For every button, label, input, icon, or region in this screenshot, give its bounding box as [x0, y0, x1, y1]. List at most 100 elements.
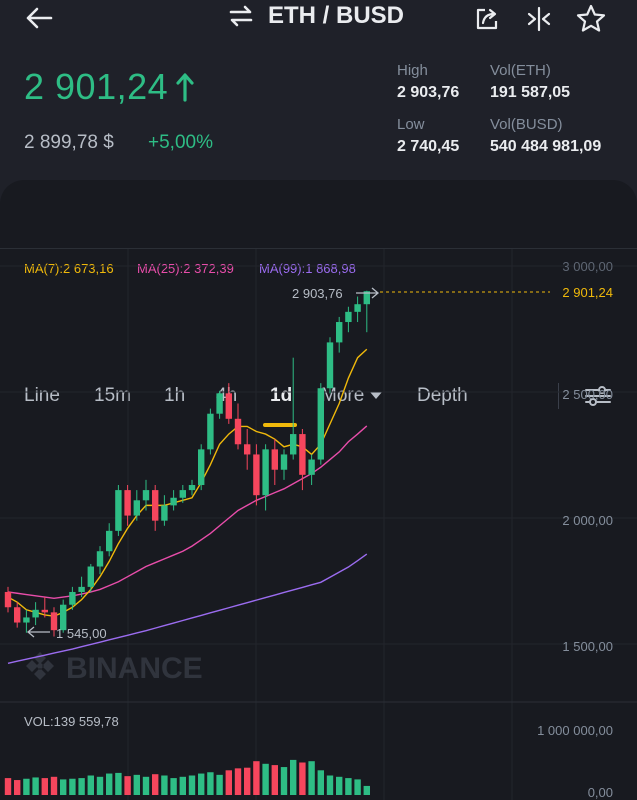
watermark-text: BINANCE	[66, 652, 203, 685]
tab-1h[interactable]: 1h	[164, 385, 186, 406]
candle-body	[106, 530, 113, 552]
volume-bar	[363, 785, 370, 795]
high-marker-arrow	[356, 287, 380, 299]
volume-bar	[60, 779, 67, 795]
tab-depth[interactable]: Depth	[417, 385, 468, 406]
candle-body	[299, 434, 306, 475]
volume-bar	[326, 775, 334, 795]
candle-body	[216, 393, 223, 414]
candle-body	[188, 485, 196, 491]
candle-body	[253, 454, 260, 496]
vol-eth-label: Vol(ETH)	[490, 62, 551, 79]
volume-bar	[253, 761, 260, 795]
volume-bar	[142, 776, 150, 795]
ma7-legend: MA(7):2 673,16	[24, 261, 114, 276]
last-price: 2 901,24	[24, 66, 194, 108]
candle-body	[69, 591, 76, 605]
volume-bar	[170, 778, 177, 795]
volume-bar	[96, 776, 104, 795]
volume-bar	[336, 776, 343, 795]
candle-body	[14, 607, 21, 623]
ma99-legend: MA(99):1 868,98	[259, 261, 356, 276]
candle-body	[308, 459, 315, 475]
volume-bar	[14, 780, 21, 795]
candle-body	[354, 304, 361, 312]
swap-arrows-icon	[229, 5, 253, 27]
volume-bar	[124, 776, 131, 795]
volume-bar	[345, 778, 352, 795]
price-axis-1500: 1 500,00	[562, 639, 613, 654]
price-axis-2500: 2 500,00	[562, 387, 613, 402]
candle-body	[290, 434, 297, 455]
candle-body	[317, 388, 324, 460]
volume-bar	[50, 776, 58, 795]
candle-body	[161, 505, 168, 521]
volume-bar	[262, 763, 269, 795]
candle-body	[133, 500, 140, 516]
candle-body	[142, 490, 150, 501]
price-axis-2000: 2 000,00	[562, 513, 613, 528]
candle-body	[87, 566, 94, 587]
pair-selector[interactable]: ETH / BUSD	[228, 2, 404, 30]
candle-body	[124, 490, 131, 516]
candle-body	[198, 449, 205, 486]
candle-body	[152, 490, 159, 521]
volume-bar	[225, 770, 232, 795]
volume-bar	[188, 775, 196, 795]
candle-body	[244, 444, 251, 455]
high-label: High	[397, 62, 428, 79]
volume-axis-max: 1 000 000,00	[537, 723, 613, 738]
volume-bar	[69, 778, 76, 795]
candle-body	[23, 617, 30, 623]
tab-15m[interactable]: 15m	[94, 385, 131, 406]
tabs-bottom-border	[0, 248, 637, 249]
volume-bar	[152, 774, 159, 795]
tab-line[interactable]: Line	[24, 385, 60, 406]
volume-bar	[198, 773, 205, 795]
volume-bar	[308, 761, 315, 795]
volume-bar	[234, 768, 242, 795]
candle-body	[179, 490, 186, 498]
usd-price: 2 899,78 $	[24, 132, 114, 153]
ma25-line	[7, 425, 368, 600]
volume-bar	[4, 778, 12, 795]
chart-panel	[0, 180, 637, 800]
tabs-divider	[558, 383, 559, 409]
candle-body	[170, 497, 177, 506]
compare-icon[interactable]	[526, 6, 552, 32]
candle-body	[78, 586, 85, 592]
candle-body	[345, 311, 352, 323]
arrow-up-icon	[176, 73, 194, 102]
volume-bar	[78, 778, 85, 795]
last-price-value: 2 901,24	[24, 66, 169, 107]
back-arrow-icon[interactable]	[24, 5, 54, 31]
high-marker-label: 2 903,76	[292, 286, 343, 301]
ma7-line	[7, 348, 368, 617]
low-marker-arrow	[26, 626, 50, 638]
tab-1d[interactable]: 1d	[270, 385, 293, 406]
active-tab-indicator	[263, 423, 297, 427]
volume-bar	[87, 775, 94, 795]
volume-bar	[317, 770, 324, 795]
candle-body	[234, 418, 242, 445]
share-icon[interactable]	[474, 6, 500, 32]
candle-body	[225, 393, 232, 419]
volume-bar	[32, 777, 39, 795]
high-value: 2 903,76	[397, 84, 460, 101]
candle-body	[32, 609, 39, 618]
candle-body	[115, 490, 122, 531]
volume-bar	[244, 767, 251, 795]
price-change: +5,00%	[148, 132, 213, 153]
pair-name: ETH / BUSD	[268, 2, 405, 29]
ma25-legend: MA(25):2 372,39	[137, 261, 234, 276]
volume-bar	[354, 779, 361, 795]
candlestick-chart[interactable]: BINANCE 2 901,24 2 903,76 1 545,00 3 000…	[0, 249, 637, 800]
chart-settings-icon[interactable]	[584, 383, 612, 409]
candle-body	[326, 342, 334, 389]
candle-body	[280, 454, 288, 470]
favorite-star-icon[interactable]	[575, 3, 607, 33]
vol-eth-value: 191 587,05	[490, 84, 571, 101]
volume-bar	[106, 773, 113, 795]
volume-bar	[133, 774, 140, 795]
volume-bar	[179, 776, 186, 795]
